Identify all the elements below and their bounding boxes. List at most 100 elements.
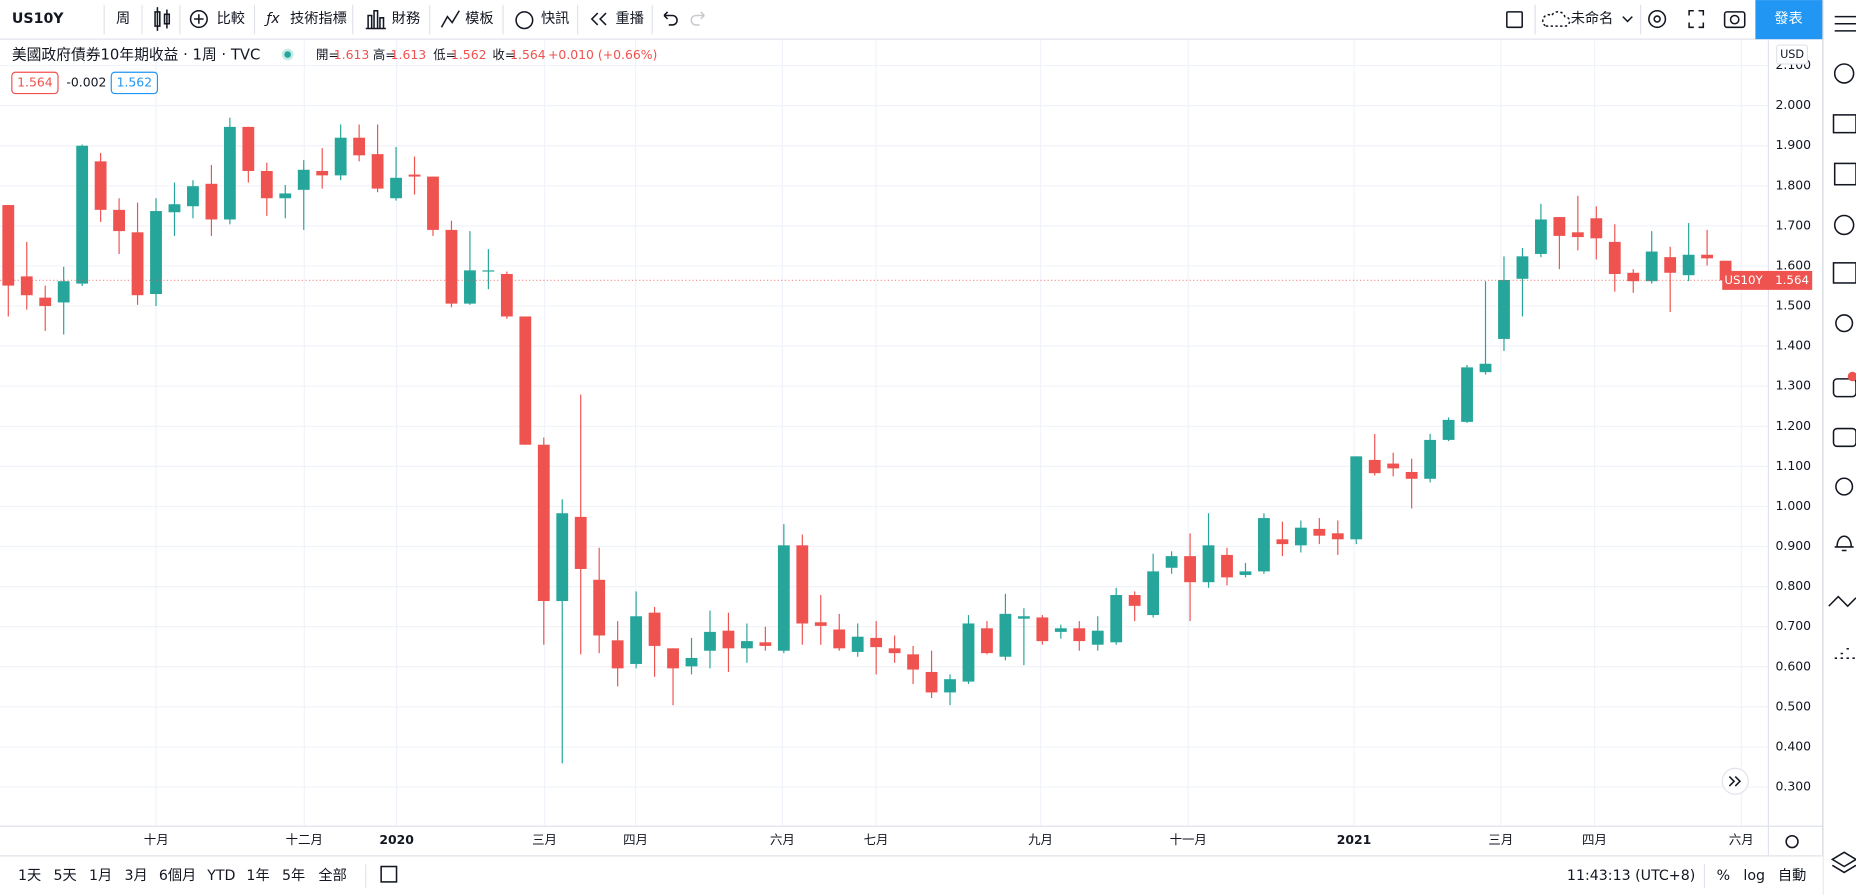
log-toggle[interactable]: log — [1743, 868, 1765, 884]
buy-price: 1.562 — [117, 74, 153, 89]
alerts-button[interactable] — [1833, 63, 1855, 84]
candle-body — [944, 679, 956, 693]
x-tick-label: 三月 — [532, 832, 557, 847]
symbol-search[interactable]: US10Y — [12, 11, 64, 27]
replay-button[interactable]: 重播 — [616, 11, 644, 27]
plot-area: 0.300 0.400 0.500 0.600 0.700 0.800 0.900 1.000… — [0, 40, 1823, 856]
candle-body — [297, 169, 310, 190]
notifications-button[interactable] — [1834, 535, 1854, 552]
candle-body — [611, 640, 624, 669]
candle-body — [1073, 628, 1086, 642]
data-window-button[interactable] — [1833, 162, 1856, 186]
ticker-trends-button[interactable] — [1828, 595, 1856, 608]
alerts-button[interactable]: 快訊 — [541, 11, 569, 27]
range-button[interactable]: YTD — [206, 868, 235, 884]
candle-body — [981, 628, 993, 654]
candle-body — [1184, 556, 1196, 583]
candle-body — [39, 297, 52, 307]
x-tick-label: 九月 — [1028, 832, 1053, 847]
chart-style-button[interactable] — [154, 7, 171, 31]
buy-button[interactable] — [110, 71, 159, 95]
undo-button[interactable] — [663, 11, 678, 26]
candle-body — [722, 630, 735, 649]
ohlc-key: 收= — [492, 47, 515, 62]
indicators-button[interactable]: 技術指標 — [290, 11, 347, 27]
range-button[interactable]: 5天 — [53, 868, 76, 884]
candle-body — [999, 613, 1012, 657]
sell-price: 1.564 — [17, 74, 53, 89]
candle-body — [242, 126, 255, 171]
candle-body — [279, 193, 292, 199]
x-tick-label: 三月 — [1488, 832, 1513, 847]
candle-body — [888, 648, 901, 654]
top-toolbar: US10Y 周 比較 ƒx 技術指標 財務 模板 快訊 重播 未命名 — [0, 0, 1823, 40]
compare-button[interactable]: 比較 — [217, 10, 245, 27]
news-button[interactable] — [1832, 114, 1856, 134]
candle-body — [814, 622, 827, 626]
financials-button[interactable]: 財務 — [392, 11, 420, 27]
streams-button[interactable] — [1832, 427, 1856, 448]
fullscreen-layout-button[interactable] — [1506, 11, 1523, 29]
candle-body — [427, 176, 439, 230]
range-button[interactable]: 6個月 — [159, 868, 196, 884]
fullscreen-button[interactable] — [1688, 9, 1705, 29]
y-tick-label: 1.600 — [1775, 257, 1811, 272]
ideas-button[interactable] — [1835, 314, 1854, 333]
range-button[interactable]: 3月 — [125, 868, 148, 884]
tips-button[interactable] — [1835, 477, 1854, 496]
currency-box[interactable] — [1776, 44, 1809, 65]
ohlc-key: 低= — [433, 47, 456, 62]
percent-toggle[interactable]: % — [1717, 868, 1730, 884]
y-tick-label: 0.500 — [1775, 698, 1811, 713]
x-tick-label: 四月 — [1582, 832, 1607, 847]
watchlist-button[interactable] — [1834, 15, 1856, 32]
range-button[interactable]: 全部 — [318, 867, 346, 884]
auto-toggle[interactable]: 自動 — [1778, 868, 1806, 884]
x-tick-label: 2020 — [379, 832, 414, 847]
candle-body — [1202, 545, 1215, 583]
x-tick-label: 十二月 — [286, 832, 323, 847]
templates-button[interactable]: 模板 — [465, 11, 493, 27]
layout-name[interactable]: 未命名 — [1571, 10, 1614, 27]
redo-button[interactable] — [690, 11, 705, 26]
sell-button[interactable] — [11, 71, 59, 95]
candle-body — [537, 444, 550, 602]
chats-button[interactable] — [1832, 378, 1856, 398]
screenshot-button[interactable] — [1723, 11, 1746, 29]
candle-body — [925, 671, 938, 693]
candle-body — [1017, 616, 1030, 619]
y-tick-label: 1.300 — [1775, 378, 1811, 393]
scroll-realtime-button[interactable] — [1721, 767, 1749, 795]
settings-button[interactable] — [1648, 9, 1667, 29]
candle-body — [648, 612, 661, 646]
range-button[interactable]: 1年 — [246, 868, 269, 884]
compare-icon-plus — [194, 14, 204, 24]
ohlc-key: 高= — [373, 47, 396, 62]
spread: -0.002 — [66, 74, 106, 89]
candle-body — [150, 211, 162, 295]
candle-body — [1147, 571, 1160, 616]
range-button[interactable]: 1天 — [18, 868, 41, 884]
last-price-symbol: US10Y — [1724, 273, 1763, 287]
last-price-value: 1.564 — [1775, 273, 1809, 287]
ohlc-key: 開= — [316, 47, 339, 62]
candle-body — [390, 177, 402, 199]
x-tick-label: 十一月 — [1170, 832, 1207, 847]
layout-menu-chevron[interactable] — [1622, 16, 1633, 23]
hotlists-button[interactable] — [1833, 214, 1855, 236]
candle-body — [962, 623, 975, 682]
candle-body — [1110, 595, 1123, 643]
axis-settings-button[interactable] — [1785, 834, 1799, 849]
calendar-button[interactable] — [1832, 262, 1856, 284]
screener-button[interactable] — [1834, 647, 1855, 659]
candle-body — [1498, 279, 1510, 339]
templates-icon — [440, 10, 460, 28]
range-button[interactable]: 1月 — [89, 868, 112, 884]
publish-button[interactable] — [1755, 0, 1823, 40]
goto-date-button[interactable] — [380, 865, 398, 883]
x-tick-label: 2021 — [1337, 832, 1372, 847]
range-button[interactable]: 5年 — [282, 868, 305, 884]
candle-body — [851, 636, 864, 652]
interval-button[interactable]: 周 — [116, 11, 130, 27]
layers-button[interactable] — [1830, 851, 1856, 874]
